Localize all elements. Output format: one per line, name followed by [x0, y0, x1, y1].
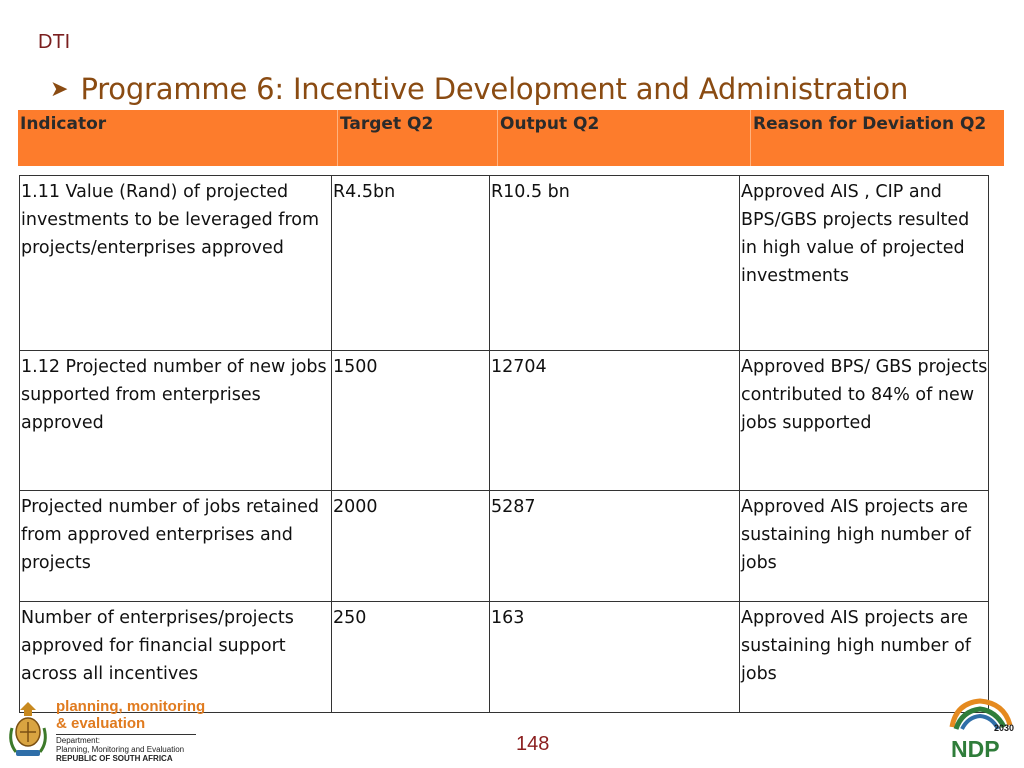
table-row: 1.11 Value (Rand) of projected investmen…	[19, 175, 989, 351]
target-cell: 1500	[331, 350, 490, 491]
indicator-cell: 1.12 Projected number of new jobs suppor…	[19, 350, 332, 491]
ndp-2030-logo: 2030 NDP	[949, 698, 1014, 761]
coat-of-arms-icon	[9, 702, 47, 756]
target-cell: 2000	[331, 490, 490, 602]
page-number: 148	[516, 733, 550, 755]
logo-line-evaluation: & evaluation	[56, 715, 146, 732]
indicator-cell: Projected number of jobs retained from a…	[19, 490, 332, 602]
logo-line-planning: planning, monitoring	[56, 698, 206, 715]
column-header-indicator: Indicator	[18, 110, 338, 166]
arrow-bullet-icon: ➤	[50, 76, 69, 101]
dpme-logo-text: planning, monitoring & evaluation Depart…	[56, 698, 205, 763]
output-cell: R10.5 bn	[489, 175, 740, 351]
logo-department-name: Planning, Monitoring and Evaluation	[56, 745, 185, 754]
output-cell: 12704	[489, 350, 740, 491]
reason-cell: Approved AIS , CIP and BPS/GBS projects …	[739, 175, 989, 351]
indicator-cell: 1.11 Value (Rand) of projected investmen…	[19, 175, 332, 351]
column-header-target: Target Q2	[338, 110, 498, 166]
reason-cell: Approved BPS/ GBS projects contributed t…	[739, 350, 989, 491]
indicator-table: 1.11 Value (Rand) of projected investmen…	[19, 175, 989, 713]
slide-title: Programme 6: Incentive Development and A…	[80, 72, 909, 106]
logo-country: REPUBLIC OF SOUTH AFRICA	[56, 754, 173, 763]
logo-department-label: Department:	[56, 736, 101, 745]
table-header: Indicator Target Q2 Output Q2 Reason for…	[18, 110, 1004, 166]
reason-cell: Approved AIS projects are sustaining hig…	[739, 490, 989, 602]
output-cell: 5287	[489, 490, 740, 602]
table-row: Projected number of jobs retained from a…	[19, 490, 989, 602]
logo-divider	[56, 734, 196, 735]
ndp-year: 2030	[994, 723, 1014, 733]
output-cell: 163	[489, 601, 740, 713]
title-row: ➤ Programme 6: Incentive Development and…	[50, 72, 908, 106]
ndp-text: NDP	[951, 736, 1000, 761]
column-header-reason: Reason for Deviation Q2	[751, 110, 1004, 166]
table-row: 1.12 Projected number of new jobs suppor…	[19, 350, 989, 491]
dpme-logo: planning, monitoring & evaluation Depart…	[6, 698, 206, 766]
organization-label: DTI	[38, 31, 71, 53]
table-row: Number of enterprises/projects approved …	[19, 601, 989, 713]
column-header-output: Output Q2	[498, 110, 751, 166]
indicator-cell: Number of enterprises/projects approved …	[19, 601, 332, 713]
target-cell: 250	[331, 601, 490, 713]
reason-cell: Approved AIS projects are sustaining hig…	[739, 601, 989, 713]
target-cell: R4.5bn	[331, 175, 490, 351]
